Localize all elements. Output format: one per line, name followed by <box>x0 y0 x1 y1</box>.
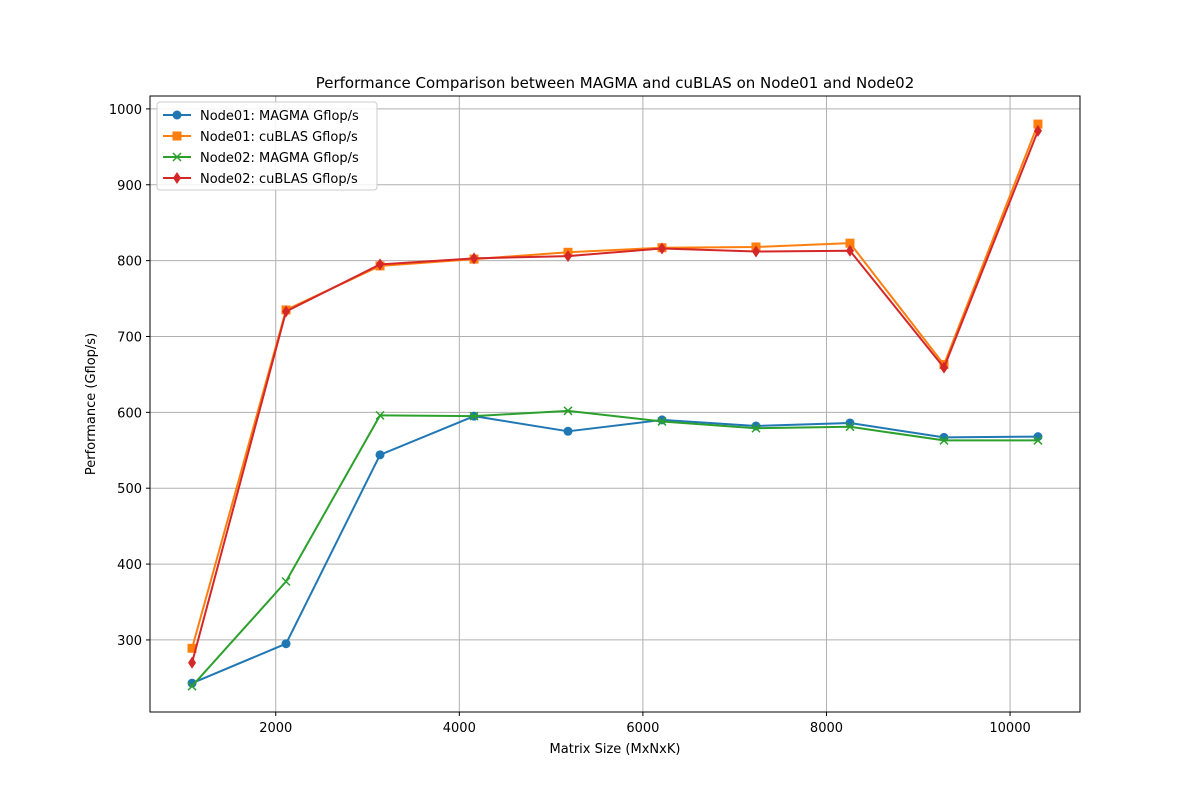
legend-entry: Node02: cuBLAS Gflop/s <box>163 172 358 187</box>
y-tick-label: 400 <box>117 558 142 573</box>
legend-entry: Node02: MAGMA Gflop/s <box>163 151 359 166</box>
y-tick-label: 600 <box>117 406 142 421</box>
data-point-marker <box>1033 124 1042 137</box>
legend-label: Node01: cuBLAS Gflop/s <box>200 130 358 145</box>
data-point-marker <box>187 643 197 653</box>
legend-marker <box>173 172 181 184</box>
y-tick-label: 700 <box>117 330 142 345</box>
data-point-marker <box>187 678 197 688</box>
data-point-marker <box>376 258 385 271</box>
data-point-marker <box>375 410 385 420</box>
series-line <box>191 130 1039 663</box>
data-point-marker <box>188 656 197 669</box>
legend-label: Node02: cuBLAS Gflop/s <box>200 172 358 187</box>
y-tick-label: 800 <box>117 255 142 270</box>
data-point-marker <box>563 426 573 436</box>
x-axis-label: Matrix Size (MxNxK) <box>550 742 681 757</box>
data-point-marker <box>281 639 291 649</box>
series-line <box>191 409 1038 687</box>
plot-area-frame <box>149 95 1081 713</box>
y-tick-label: 300 <box>117 634 142 649</box>
data-point-marker <box>845 238 855 248</box>
series-line <box>191 415 1038 685</box>
x-tick-label: 2000 <box>259 721 292 736</box>
series-4 <box>188 124 1042 669</box>
data-point-marker <box>751 423 761 433</box>
y-axis-label: Performance (Gflop/s) <box>84 333 99 475</box>
data-point-marker <box>564 250 573 263</box>
y-tick-label: 1000 <box>109 103 142 118</box>
legend-marker <box>172 110 182 120</box>
data-point-marker <box>375 450 385 460</box>
legend-box <box>156 101 378 191</box>
x-tick-label: 8000 <box>810 721 843 736</box>
data-point-marker <box>657 242 666 255</box>
x-tick-label: 10000 <box>989 721 1030 736</box>
legend-label: Node02: MAGMA Gflop/s <box>200 151 359 166</box>
data-point-marker <box>939 361 948 374</box>
y-axis-ticks: 300 400 500 600 700 800 900 1000 <box>109 103 150 649</box>
data-point-marker <box>469 411 479 421</box>
legend-label: Node01: MAGMA Gflop/s <box>200 109 359 124</box>
data-point-marker <box>187 681 197 691</box>
legend-entry: Node01: cuBLAS Gflop/s <box>163 130 358 145</box>
legend-marker <box>172 152 182 162</box>
y-tick-label: 500 <box>117 482 142 497</box>
legend: Node01: MAGMA Gflop/s Node01: cuBLAS Gflo… <box>156 101 378 191</box>
y-tick-label: 900 <box>117 179 142 194</box>
data-point-marker <box>657 415 667 425</box>
data-point-marker <box>282 305 291 318</box>
series-layer <box>187 119 1043 691</box>
data-point-marker <box>939 435 949 445</box>
chart-title: Performance Comparison between MAGMA and… <box>316 74 915 92</box>
data-point-marker <box>845 244 854 257</box>
legend-marker <box>172 131 182 141</box>
x-axis-ticks: 2000 4000 6000 8000 10000 <box>259 712 1031 736</box>
data-point-marker <box>1033 435 1043 445</box>
data-point-marker <box>470 252 479 265</box>
data-point-marker <box>1033 119 1043 129</box>
series-3 <box>187 406 1043 691</box>
data-point-marker <box>563 406 573 416</box>
data-point-marker <box>657 416 667 426</box>
legend-entry: Node01: MAGMA Gflop/s <box>163 109 359 124</box>
data-point-marker <box>845 422 855 432</box>
x-tick-label: 6000 <box>626 721 659 736</box>
grid-lines <box>150 96 1080 712</box>
data-point-marker <box>281 576 291 587</box>
x-tick-label: 4000 <box>443 721 476 736</box>
data-point-marker <box>751 245 760 258</box>
